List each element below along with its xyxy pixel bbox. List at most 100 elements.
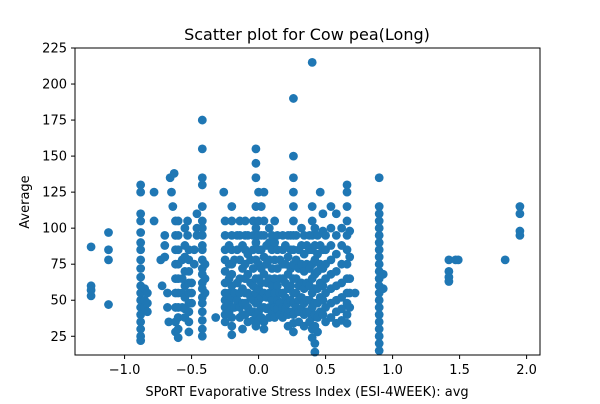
data-point	[331, 249, 341, 259]
data-point	[227, 202, 237, 211]
data-point	[342, 202, 352, 211]
data-point	[136, 245, 146, 255]
data-point	[374, 303, 384, 312]
data-point	[197, 180, 207, 190]
x-tick-label: 1.5	[449, 363, 470, 378]
data-point	[374, 202, 384, 211]
data-point	[374, 245, 384, 255]
data-point	[318, 310, 328, 320]
chart-title: Scatter plot for Cow pea(Long)	[184, 25, 430, 44]
data-point	[286, 281, 296, 291]
data-point	[291, 230, 301, 240]
data-point	[289, 94, 298, 103]
data-point	[142, 307, 152, 317]
data-point	[211, 313, 221, 322]
data-point	[227, 321, 237, 331]
data-point	[289, 202, 298, 211]
y-tick-label: 75	[50, 258, 67, 273]
data-point	[184, 267, 194, 276]
data-point	[283, 252, 293, 262]
data-point	[374, 230, 384, 240]
data-point	[289, 173, 298, 183]
data-point	[200, 274, 210, 284]
data-point	[220, 317, 230, 327]
data-point	[160, 241, 170, 250]
data-point	[251, 158, 261, 168]
y-tick-label: 200	[42, 78, 67, 93]
data-point	[220, 230, 230, 240]
data-point	[310, 339, 320, 348]
data-point	[342, 310, 352, 320]
y-tick-label: 175	[42, 114, 67, 129]
data-point	[297, 223, 306, 233]
data-point	[337, 304, 347, 314]
data-point	[453, 255, 463, 265]
data-point	[326, 313, 336, 322]
data-point	[289, 216, 298, 226]
x-tick-label: 1.0	[382, 363, 403, 378]
data-point	[374, 238, 384, 247]
data-point	[136, 209, 146, 219]
data-point	[374, 209, 384, 219]
data-point	[173, 324, 183, 334]
data-point	[251, 173, 261, 183]
data-point	[104, 255, 113, 265]
data-point	[86, 291, 96, 301]
data-point	[136, 216, 146, 226]
data-point	[444, 277, 454, 286]
data-point	[318, 209, 328, 219]
data-point	[307, 216, 317, 226]
data-point	[183, 216, 192, 226]
data-point	[220, 267, 230, 276]
data-point	[272, 281, 282, 291]
data-point	[378, 269, 388, 279]
x-tick-label: 2.0	[516, 363, 537, 378]
data-point	[197, 230, 207, 240]
x-tick-label: −1.0	[109, 363, 141, 378]
data-point	[259, 216, 269, 226]
data-point	[200, 259, 210, 269]
data-point	[251, 144, 261, 154]
data-point	[240, 216, 250, 226]
data-point	[197, 144, 207, 154]
data-point	[243, 269, 253, 279]
data-point	[197, 331, 207, 341]
data-point	[374, 173, 384, 183]
data-point	[167, 187, 176, 197]
data-point	[251, 238, 261, 247]
data-point	[184, 327, 194, 337]
data-point	[189, 245, 199, 255]
data-point	[345, 303, 355, 312]
data-point	[345, 274, 355, 284]
y-tick-label: 100	[42, 222, 67, 237]
data-point	[331, 209, 341, 219]
y-tick-label: 225	[42, 42, 67, 57]
data-point	[160, 230, 170, 240]
data-point	[200, 288, 210, 298]
data-point	[374, 223, 384, 233]
data-point	[104, 245, 113, 255]
x-tick-label: 0.5	[315, 363, 336, 378]
data-point	[187, 288, 196, 298]
data-point	[315, 187, 325, 197]
data-point	[374, 216, 384, 226]
data-point	[160, 252, 170, 262]
data-point	[227, 313, 237, 322]
data-point	[350, 288, 360, 298]
data-point	[227, 216, 237, 226]
data-point	[136, 228, 146, 237]
data-point	[444, 255, 454, 265]
data-point	[142, 288, 152, 298]
data-point	[251, 223, 261, 233]
data-point	[169, 168, 179, 178]
data-point	[136, 255, 146, 265]
data-point	[136, 310, 146, 320]
data-point	[177, 274, 187, 284]
data-point	[374, 295, 384, 305]
data-points	[86, 58, 525, 357]
y-tick-label: 25	[50, 330, 67, 345]
data-point	[142, 298, 152, 308]
data-point	[149, 187, 159, 197]
